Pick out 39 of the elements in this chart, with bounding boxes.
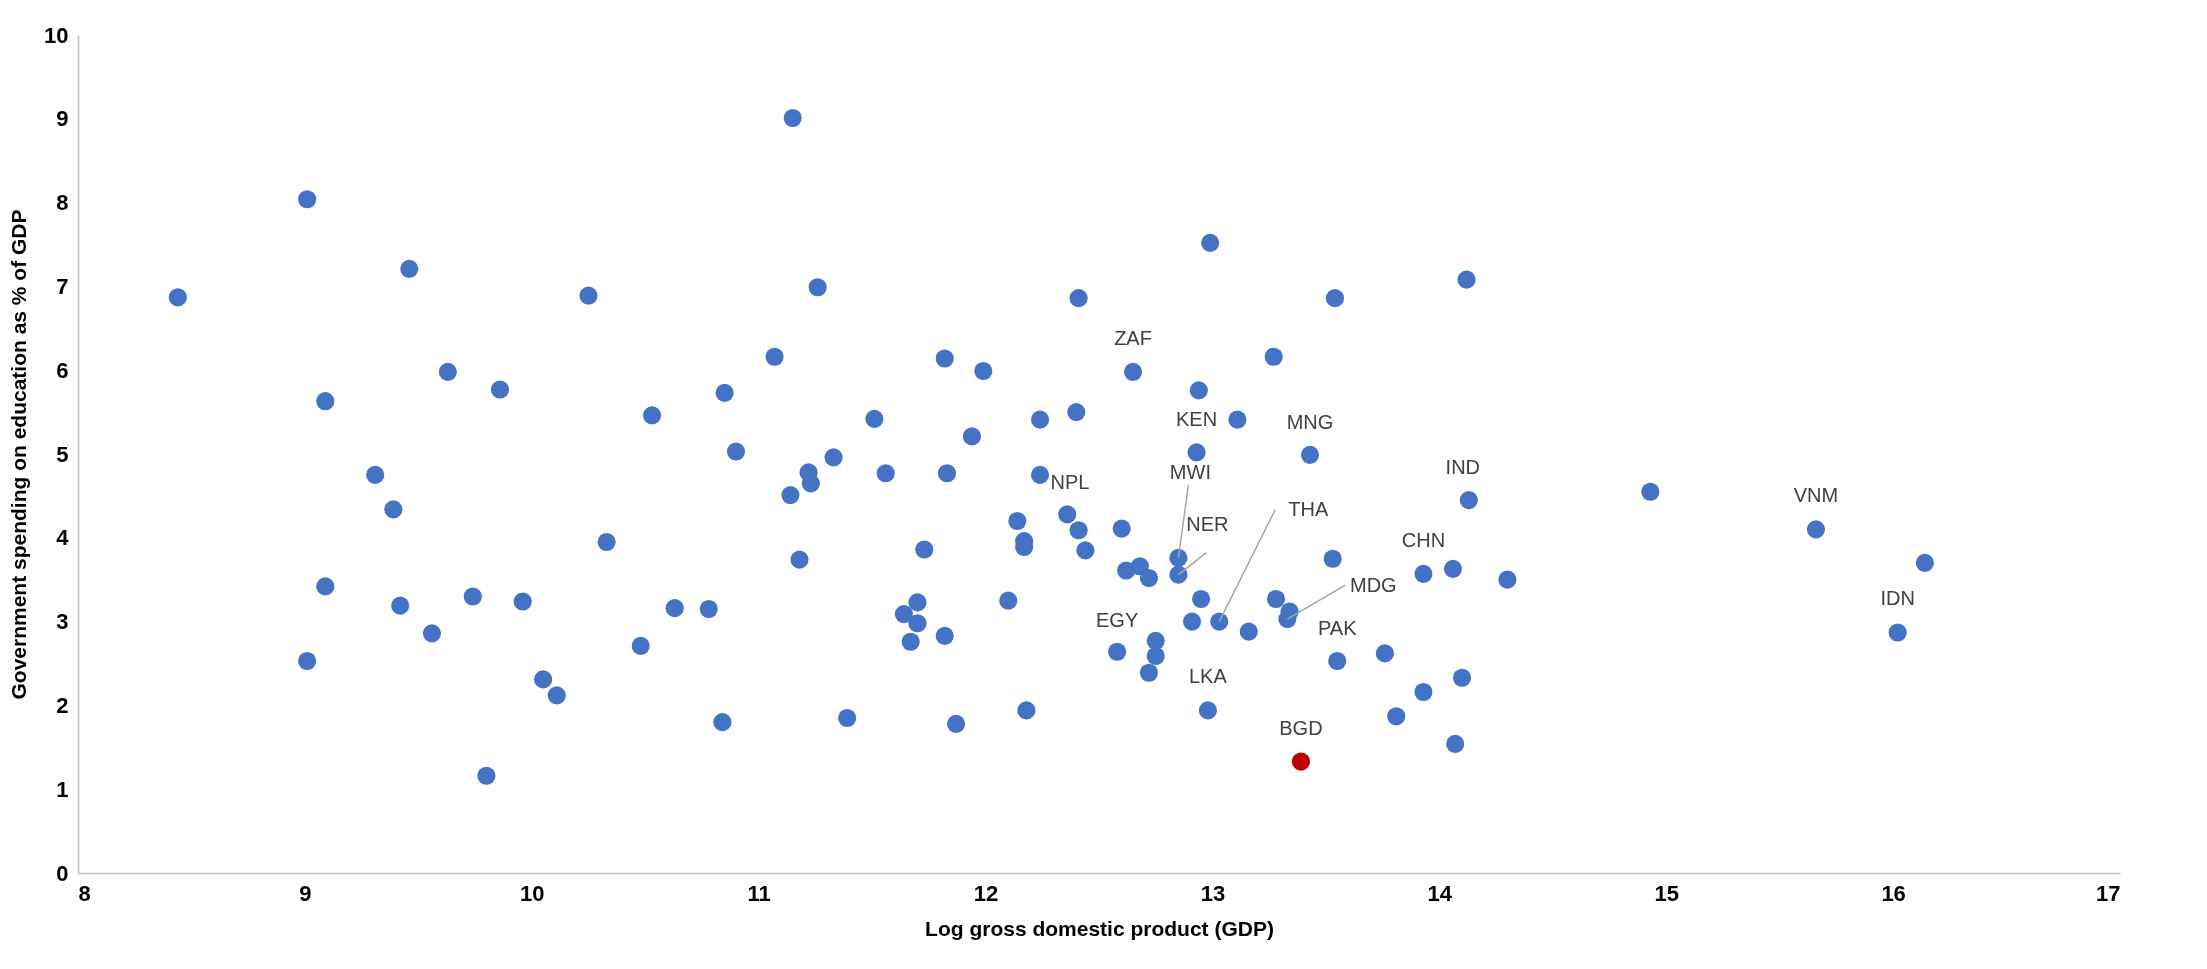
annotation: KEN [1176, 408, 1218, 431]
x-tick-label: 16 [1881, 880, 1906, 906]
annotation: IND [1445, 456, 1481, 479]
x-axis-title: Log gross domestic product (GDP) [925, 916, 1274, 940]
y-tick-label: 8 [56, 190, 69, 216]
annotation: IDN [1880, 587, 1915, 610]
annotation: MNG [1286, 410, 1334, 433]
annotation: LKA [1189, 665, 1228, 688]
y-tick-label: 7 [56, 273, 69, 299]
x-tick-label: 15 [1654, 880, 1679, 906]
x-tick-label: 10 [520, 880, 545, 906]
annotation: ZAF [1114, 326, 1152, 349]
x-tick-label: 14 [1427, 880, 1453, 906]
annotation: VNM [1793, 484, 1839, 507]
y-tick-label: 1 [56, 776, 69, 802]
annotation: THA [1288, 497, 1329, 520]
y-tick-label: 2 [56, 692, 69, 718]
y-axis-title: Government spending on education as % of GDP [7, 209, 31, 700]
annotation: NER [1186, 512, 1229, 535]
x-tick-label: 9 [299, 880, 312, 906]
y-tick-label: 0 [56, 860, 69, 886]
annotation: CHN [1401, 528, 1446, 551]
annotation: PAK [1317, 616, 1358, 639]
annotation: BGD [1279, 716, 1323, 739]
y-tick-label: 3 [56, 609, 69, 635]
x-tick-label: 11 [747, 880, 771, 906]
x-tick-label: 13 [1200, 880, 1226, 906]
annotation: NPL [1050, 470, 1090, 493]
y-tick-label: 9 [56, 106, 69, 132]
y-tick-label: 6 [56, 357, 69, 383]
annotation: MDG [1349, 574, 1397, 597]
x-tick-label: 17 [2096, 880, 2121, 906]
y-tick-label: 5 [56, 441, 69, 467]
y-tick-label: 4 [56, 525, 70, 551]
annotation: MWI [1169, 460, 1211, 483]
x-tick-label: 12 [973, 880, 999, 906]
y-tick-label: 10 [44, 22, 69, 48]
annotation: EGY [1096, 608, 1139, 631]
x-tick-label: 8 [78, 880, 91, 906]
